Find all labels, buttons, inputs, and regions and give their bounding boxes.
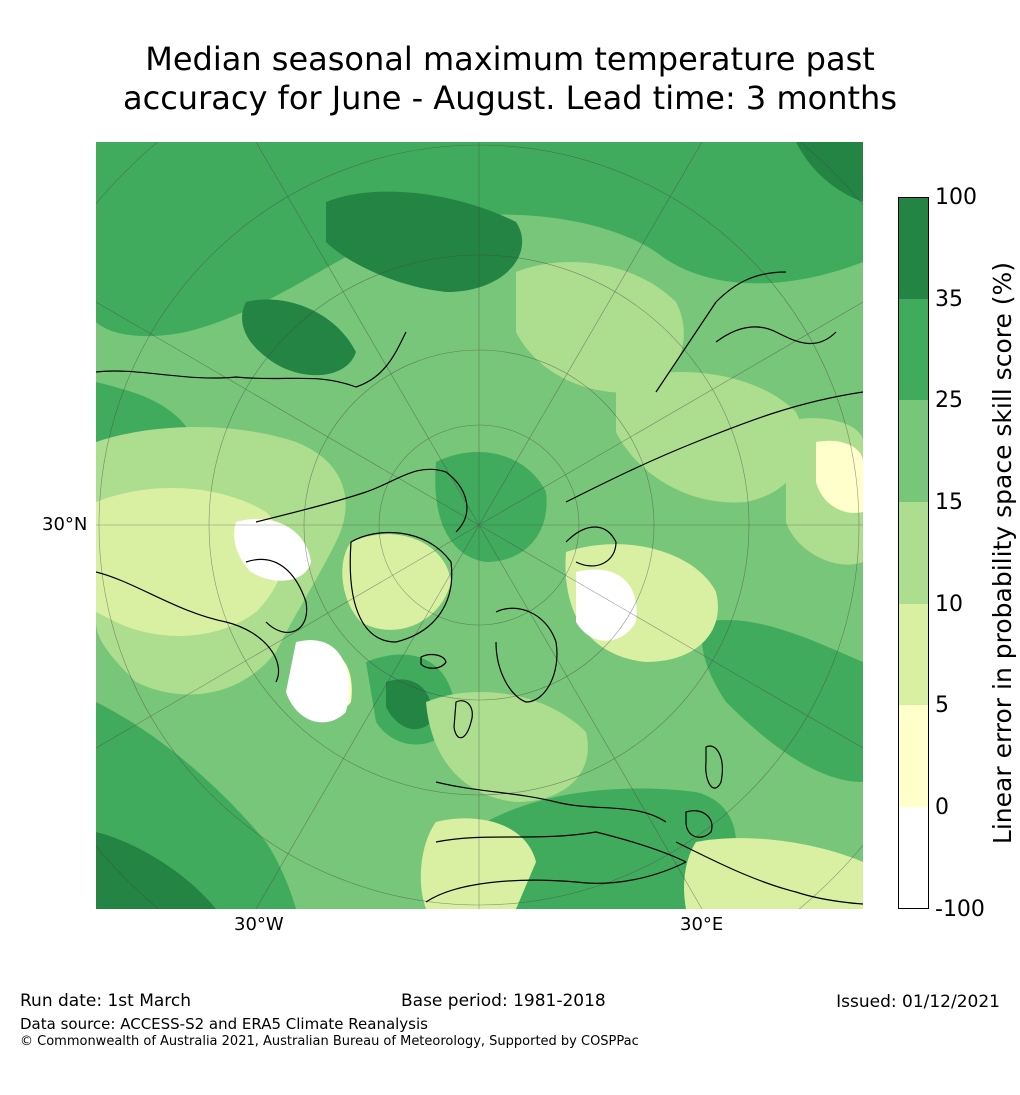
graticule	[96, 142, 863, 909]
colorbar-tick-5: 5	[935, 693, 949, 718]
coast-iceland	[420, 653, 447, 669]
coast-uk	[453, 700, 473, 739]
region-atlantic-white	[286, 640, 349, 723]
colorbar-tick-15: 15	[935, 490, 963, 515]
colorbar-band-0-5	[898, 705, 929, 807]
region-europe	[426, 692, 588, 802]
data-source: Data source: ACCESS-S2 and ERA5 Climate …	[20, 1015, 428, 1033]
region-north-atlantic	[386, 679, 432, 730]
colorbar-tick-10: 10	[935, 592, 963, 617]
coast-greenland	[349, 531, 453, 643]
coast-europe	[435, 781, 667, 823]
region-scandinavia-white	[576, 569, 637, 641]
colorbar-band-15-25	[898, 400, 929, 502]
lat-label-30n: 30°N	[42, 514, 88, 535]
region-europe-pale	[420, 818, 536, 909]
coast-red-sea	[675, 841, 863, 905]
colorbar-band-10-15	[898, 502, 929, 604]
coast-siberia-east	[655, 271, 787, 393]
colorbar-band-neg100-0	[898, 807, 929, 909]
colorbar-tick-35: 35	[935, 287, 963, 312]
colorbar-tick-0: 0	[935, 795, 949, 820]
colorbar-frame	[898, 197, 929, 909]
polar-map	[96, 142, 863, 909]
title-line-1: Median seasonal maximum temperature past	[145, 40, 875, 78]
lon-label-30w: 30°W	[234, 914, 284, 935]
region-deep-pacific	[326, 191, 523, 292]
region-north-pacific	[96, 142, 863, 337]
colorbar-tick-neg100: -100	[935, 897, 985, 922]
region-ne-corner	[796, 142, 863, 202]
coast-taymyr	[565, 526, 617, 567]
region-bottom-pale	[684, 838, 863, 909]
colorbar-label-text: Linear error in probability space skill …	[988, 261, 1017, 845]
colorbar-band-35-100	[898, 197, 929, 299]
colorbar-tick-100: 100	[935, 185, 977, 210]
region-sw-deep	[96, 832, 216, 909]
coast-med	[435, 831, 687, 863]
colorbar-band-25-35	[898, 299, 929, 400]
colorbar	[898, 197, 929, 909]
coastlines	[96, 271, 863, 905]
coast-africa	[425, 861, 687, 903]
coast-black-sea	[685, 810, 713, 838]
coast-canada-arctic	[255, 468, 468, 533]
coast-kamchatka	[715, 326, 837, 345]
region-siberia	[616, 372, 804, 503]
colorbar-tick-25: 25	[935, 388, 963, 413]
coast-na-east	[96, 571, 280, 683]
region-bering	[242, 299, 356, 376]
lon-label-30e: 30°E	[680, 914, 724, 935]
title-line-2: accuracy for June - August. Lead time: 3…	[123, 79, 897, 117]
copyright: © Commonwealth of Australia 2021, Austra…	[20, 1034, 639, 1049]
base-period: Base period: 1981-2018	[401, 991, 606, 1011]
region-east-cream	[816, 440, 863, 513]
coast-hudson	[245, 558, 308, 633]
coast-alaska	[96, 331, 407, 388]
issued-date: Issued: 01/12/2021	[836, 992, 1000, 1012]
region-canada-white	[234, 518, 311, 581]
coast-siberia-north	[565, 391, 863, 503]
coast-scandinavia	[495, 607, 558, 703]
chart-title: Median seasonal maximum temperature past…	[0, 40, 1020, 118]
colorbar-band-5-10	[898, 604, 929, 705]
coast-caspian	[705, 745, 723, 789]
region-east-siberia	[516, 262, 684, 393]
run-date: Run date: 1st March	[20, 991, 192, 1011]
